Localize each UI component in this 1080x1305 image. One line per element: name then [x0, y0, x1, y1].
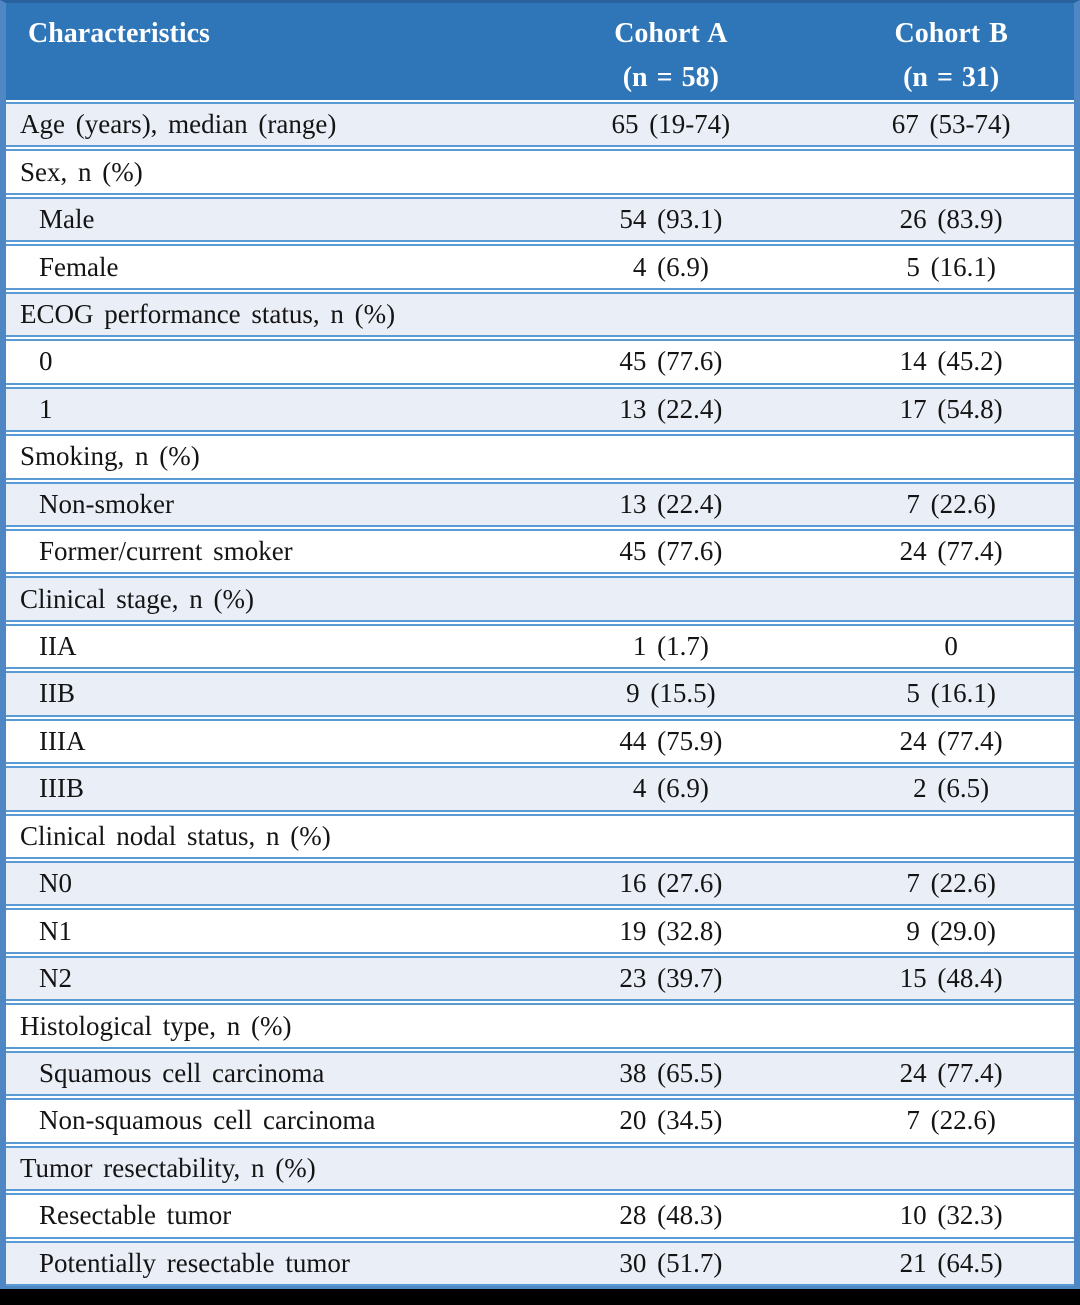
table-row: ECOG performance status, n (%) [6, 291, 1074, 338]
cohort-b-value-cell: 7 (22.6) [906, 1105, 996, 1136]
cohort-b-value-cell: 17 (54.8) [899, 393, 1003, 424]
cohort-b-value-cell: 24 (77.4) [899, 725, 1003, 756]
table-row: N0 16 (27.6) 7 (22.6) [6, 861, 1074, 907]
table-row: Former/current smoker 45 (77.6) 24 (77.4… [6, 528, 1074, 575]
characteristic-label-cell: Resectable tumor [39, 1200, 232, 1231]
characteristic-label-cell: Clinical stage, n (%) [20, 583, 254, 614]
cohort-b-n: (n = 31) [903, 62, 1000, 93]
bottom-black-bar [0, 1289, 1080, 1305]
cohort-a-value-cell: 54 (93.1) [619, 204, 723, 235]
column-header-characteristics: Characteristics [6, 12, 513, 56]
cohort-a-value-cell: 13 (22.4) [619, 393, 723, 424]
characteristic-label-cell: Age (years), median (range) [20, 109, 337, 140]
table-row: IIIB 4 (6.9) 2 (6.5) [6, 766, 1074, 812]
cohort-a-n: (n = 58) [622, 62, 719, 93]
characteristic-label-cell: IIIA [39, 725, 86, 756]
table-row: IIA 1 (1.7) 0 [6, 623, 1074, 670]
table-row: Squamous cell carcinoma 38 (65.5) 24 (77… [6, 1050, 1074, 1097]
characteristic-label-cell: Male [39, 204, 95, 235]
table-row: Resectable tumor 28 (48.3) 10 (32.3) [6, 1193, 1074, 1239]
characteristic-label-cell: N0 [39, 868, 72, 899]
cohort-a-value-cell: 16 (27.6) [619, 868, 723, 899]
table-row: IIB 9 (15.5) 5 (16.1) [6, 671, 1074, 717]
cohort-a-value-cell: 20 (34.5) [619, 1105, 723, 1136]
characteristic-label-cell: Smoking, n (%) [20, 441, 200, 472]
cohort-a-value-cell: 4 (6.9) [632, 251, 709, 282]
cohort-a-value-cell: 30 (51.7) [619, 1247, 723, 1278]
cohort-a-value-cell: 45 (77.6) [619, 536, 723, 567]
table-row: IIIA 44 (75.9) 24 (77.4) [6, 718, 1074, 765]
cohort-b-value-cell: 7 (22.6) [906, 488, 996, 519]
cohort-b-value-cell: 5 (16.1) [906, 251, 996, 282]
table-row: 1 13 (22.4) 17 (54.8) [6, 386, 1074, 433]
characteristic-label-cell: Non-smoker [39, 488, 174, 519]
cohort-a-value-cell: 28 (48.3) [619, 1200, 723, 1231]
table-row: Male 54 (93.1) 26 (83.9) [6, 196, 1074, 243]
cohort-b-value-cell: 21 (64.5) [899, 1247, 1003, 1278]
characteristic-label-cell: Former/current smoker [39, 536, 293, 567]
characteristic-label-cell: Histological type, n (%) [20, 1010, 292, 1041]
table-row: Age (years), median (range) 65 (19-74) 6… [6, 102, 1074, 148]
table-row: Potentially resectable tumor 30 (51.7) 2… [6, 1240, 1074, 1286]
table-row: Smoking, n (%) [6, 434, 1074, 480]
table-row: 0 45 (77.6) 14 (45.2) [6, 339, 1074, 385]
cohort-b-value-cell: 10 (32.3) [899, 1200, 1003, 1231]
cohort-a-value-cell: 44 (75.9) [619, 725, 723, 756]
characteristic-label-cell: IIA [39, 631, 77, 662]
cohort-a-value-cell: 1 (1.7) [632, 631, 709, 662]
cohort-a-value-cell: 4 (6.9) [632, 773, 709, 804]
characteristic-label-cell: Sex, n (%) [20, 156, 143, 187]
cohort-b-title: Cohort B [894, 18, 1008, 49]
cohort-b-value-cell: 24 (77.4) [899, 1057, 1003, 1088]
characteristic-label-cell: Non-squamous cell carcinoma [39, 1105, 376, 1136]
characteristic-label-cell: N2 [39, 963, 72, 994]
table-header-row: Characteristics Cohort A (n = 58) Cohort… [6, 3, 1074, 100]
cohort-b-value-cell: 15 (48.4) [899, 963, 1003, 994]
table-row: Tumor resectability, n (%) [6, 1145, 1074, 1192]
characteristic-label-cell: Female [39, 251, 119, 282]
cohort-b-value-cell: 2 (6.5) [913, 773, 990, 804]
cohort-b-value-cell: 9 (29.0) [906, 915, 996, 946]
characteristic-label-cell: Clinical nodal status, n (%) [20, 820, 331, 851]
cohort-a-value-cell: 45 (77.6) [619, 346, 723, 377]
table-row: N2 23 (39.7) 15 (48.4) [6, 955, 1074, 1002]
cohort-b-value-cell: 24 (77.4) [899, 536, 1003, 567]
characteristic-label-cell: IIB [39, 678, 75, 709]
cohort-a-value-cell: 23 (39.7) [619, 963, 723, 994]
cohort-a-value-cell: 13 (22.4) [619, 488, 723, 519]
cohort-a-value-cell: 38 (65.5) [619, 1057, 723, 1088]
characteristics-header-label: Characteristics [28, 18, 210, 49]
characteristic-label-cell: N1 [39, 915, 72, 946]
table-row: Clinical stage, n (%) [6, 576, 1074, 622]
column-header-cohort-b: Cohort B (n = 31) [828, 12, 1074, 100]
characteristic-label-cell: ECOG performance status, n (%) [20, 298, 396, 329]
table-row: Sex, n (%) [6, 149, 1074, 195]
cohort-b-value-cell: 14 (45.2) [899, 346, 1003, 377]
table-row: Non-squamous cell carcinoma 20 (34.5) 7 … [6, 1098, 1074, 1144]
cohort-a-title: Cohort A [614, 18, 728, 49]
characteristic-label-cell: 0 [39, 346, 53, 377]
table-row: Histological type, n (%) [6, 1003, 1074, 1049]
cohort-b-value-cell: 7 (22.6) [906, 868, 996, 899]
characteristic-label-cell: Tumor resectability, n (%) [20, 1152, 316, 1183]
table-row: Non-smoker 13 (22.4) 7 (22.6) [6, 481, 1074, 527]
column-header-cohort-a: Cohort A (n = 58) [513, 12, 828, 100]
characteristic-label-cell: Squamous cell carcinoma [39, 1057, 325, 1088]
cohort-a-value-cell: 19 (32.8) [619, 915, 723, 946]
cohort-a-value-cell: 65 (19-74) [611, 109, 731, 140]
cohort-b-value-cell: 26 (83.9) [899, 204, 1003, 235]
table-row: Female 4 (6.9) 5 (16.1) [6, 244, 1074, 290]
cohort-b-value-cell: 67 (53-74) [891, 109, 1011, 140]
characteristic-label-cell: IIIB [39, 773, 84, 804]
table-row: Clinical nodal status, n (%) [6, 813, 1074, 859]
cohort-a-value-cell: 9 (15.5) [626, 678, 716, 709]
table-body: Age (years), median (range) 65 (19-74) 6… [6, 100, 1074, 1286]
table-row: N1 19 (32.8) 9 (29.0) [6, 908, 1074, 954]
cohort-b-value-cell: 0 [944, 631, 958, 662]
cohort-b-value-cell: 5 (16.1) [906, 678, 996, 709]
characteristic-label-cell: Potentially resectable tumor [39, 1247, 350, 1278]
characteristic-label-cell: 1 [39, 393, 53, 424]
